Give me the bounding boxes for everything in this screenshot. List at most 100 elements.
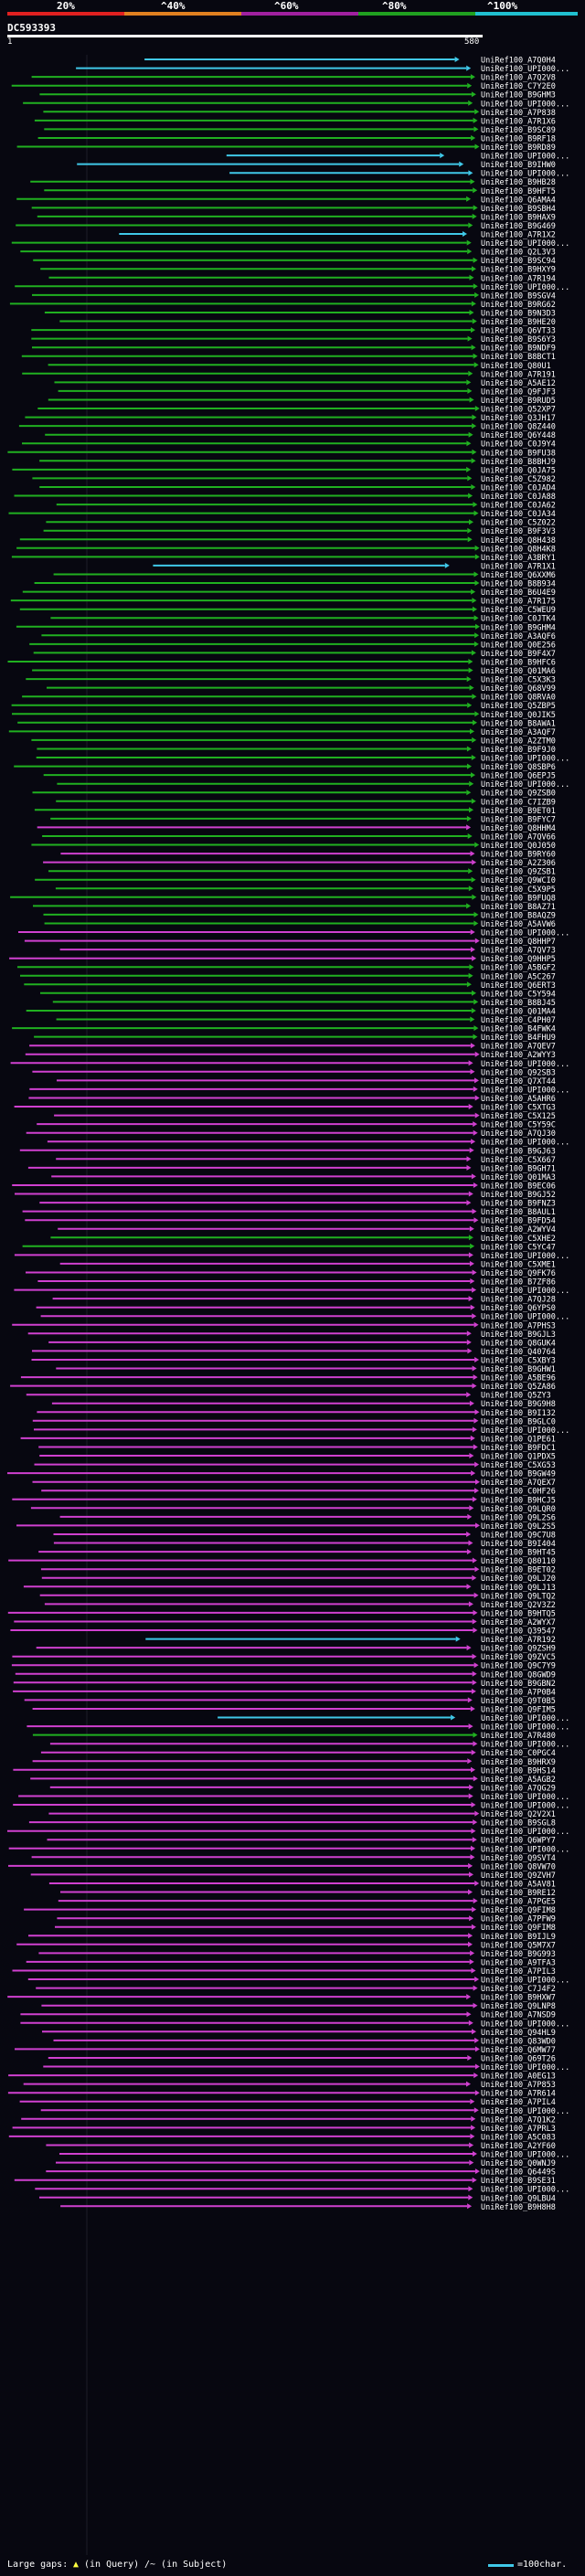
- hit-label: UniRef100_A7R175: [481, 598, 556, 607]
- hit-arrow: [466, 1392, 472, 1398]
- hit-label: UniRef100_Q01MA3: [481, 1173, 556, 1182]
- hit-label: UniRef100_Q68V99: [481, 684, 556, 694]
- hit-arrow: [469, 1453, 474, 1458]
- hit-label: UniRef100_C0JTK4: [481, 615, 556, 624]
- hit-arrow: [471, 1924, 476, 1930]
- hit-label: UniRef100_B9IHW0: [481, 161, 556, 170]
- hit-arrow: [473, 1609, 478, 1616]
- hit-label: UniRef100_UPI000...: [481, 1802, 569, 1811]
- hit-label: UniRef100_Q8Z440: [481, 423, 556, 432]
- hit-label: UniRef100_B8BCT1: [481, 353, 556, 362]
- hit-arrow: [455, 1636, 461, 1642]
- hit-arrow: [454, 57, 460, 62]
- hit-arrow: [474, 632, 480, 639]
- hit-arrow: [471, 91, 476, 98]
- hit-arrow: [468, 1104, 473, 1109]
- hit-arrow: [468, 370, 473, 376]
- hit-arrow: [470, 1068, 475, 1075]
- hit-arrow: [474, 1409, 480, 1415]
- hit-arrow: [474, 143, 480, 150]
- hit-arrow: [472, 2177, 477, 2183]
- hit-arrow: [468, 2194, 473, 2200]
- hit-arrow: [473, 1444, 478, 1450]
- hit-arrow: [467, 1758, 473, 1765]
- hit-label: UniRef100_C5Z022: [481, 519, 556, 528]
- hit-arrow: [471, 327, 475, 334]
- hit-arrow: [468, 1862, 473, 1869]
- hit-label: UniRef100_Q0JA75: [481, 466, 556, 475]
- hit-arrow: [472, 955, 477, 961]
- hit-arrow: [467, 82, 473, 89]
- hit-arrow: [466, 1156, 472, 1162]
- hit-label: UniRef100_B9RF18: [481, 135, 556, 144]
- hit-label: UniRef100_B9HFC6: [481, 659, 556, 668]
- hit-label: UniRef100_B9FYC7: [481, 815, 556, 824]
- hit-label: UniRef100_C0JA34: [481, 510, 556, 519]
- hit-arrow: [468, 1540, 473, 1546]
- hit-arrow: [473, 1592, 479, 1598]
- hit-arrow: [469, 519, 473, 525]
- hit-arrow: [472, 1287, 477, 1293]
- hit-arrow: [472, 423, 477, 429]
- hit-label: UniRef100_Q94HL9: [481, 2029, 556, 2038]
- hit-label: UniRef100_A7P0B4: [481, 1688, 556, 1697]
- hit-label: UniRef100_A7PRL3: [481, 2125, 556, 2134]
- hit-arrow: [468, 2186, 473, 2192]
- hit-arrow: [467, 249, 473, 255]
- hit-label: UniRef100_UPI000...: [481, 239, 569, 249]
- hit-label: UniRef100_UPI000...: [481, 153, 569, 162]
- hit-arrow: [472, 1365, 477, 1372]
- hit-arrow: [470, 1854, 475, 1860]
- hit-arrow: [469, 807, 473, 813]
- hit-label: UniRef100_B4FHU9: [481, 1034, 556, 1043]
- hit-label: UniRef100_B9H8H8: [481, 2203, 556, 2212]
- hit-arrow: [473, 510, 479, 516]
- hit-arrow: [466, 1994, 472, 2000]
- hit-label: UniRef100_B9GBN2: [481, 1680, 556, 1689]
- hit-arrow: [474, 554, 480, 560]
- hit-arrow: [474, 2090, 480, 2096]
- hit-label: UniRef100_A7QEV7: [481, 1043, 556, 1052]
- hit-arrow: [469, 1784, 474, 1790]
- hit-label: UniRef100_Q8RVA0: [481, 694, 556, 703]
- hit-label: UniRef100_Q9FJF3: [481, 387, 556, 397]
- hit-label: UniRef100_B8BHJ9: [481, 458, 556, 467]
- hit-label: UniRef100_B9NDF9: [481, 345, 556, 354]
- hit-arrow: [474, 1051, 480, 1057]
- hit-arrow: [473, 1121, 478, 1128]
- hit-arrow: [467, 1697, 473, 1703]
- hit-arrow: [471, 1967, 476, 1974]
- hit-arrow: [470, 1016, 475, 1023]
- scale-label-20: 20%: [57, 0, 75, 12]
- hit-arrow: [473, 2151, 477, 2157]
- hit-arrow: [475, 623, 480, 630]
- hit-arrow: [472, 1653, 477, 1659]
- hit-label: UniRef100_Q5ZY3: [481, 1392, 551, 1401]
- hit-label: UniRef100_Q6VT33: [481, 327, 556, 336]
- hit-arrow: [473, 1217, 479, 1224]
- hit-arrow: [473, 1819, 478, 1826]
- hit-label: UniRef100_A5AGB2: [481, 1776, 556, 1785]
- hit-arrow: [472, 414, 477, 420]
- hit-arrow: [470, 1278, 475, 1284]
- hit-arrow: [473, 283, 478, 290]
- hit-arrow: [471, 1766, 475, 1773]
- hit-arrow: [473, 615, 479, 621]
- hit-label: UniRef100_B8AZ71: [481, 903, 556, 912]
- hit-arrow: [473, 999, 479, 1005]
- hit-arrow: [471, 876, 476, 883]
- hit-arrow: [466, 1584, 472, 1590]
- hit-arrow: [467, 475, 473, 482]
- hit-arrow: [473, 1374, 478, 1381]
- hit-label: UniRef100_C5X9P5: [481, 885, 556, 895]
- hit-arrow: [466, 1532, 472, 1537]
- query-bar: [7, 35, 483, 37]
- hit-label: UniRef100_C5XBY3: [481, 1357, 556, 1366]
- hit-arrow: [473, 2072, 479, 2079]
- hit-arrow: [466, 746, 472, 752]
- hit-label: UniRef100_A5BGF2: [481, 964, 556, 973]
- hit-arrow: [472, 1426, 477, 1433]
- hit-label: UniRef100_B9F3V3: [481, 527, 556, 536]
- hit-label: UniRef100_Q2L3V3: [481, 249, 556, 258]
- hit-arrow: [473, 1417, 479, 1424]
